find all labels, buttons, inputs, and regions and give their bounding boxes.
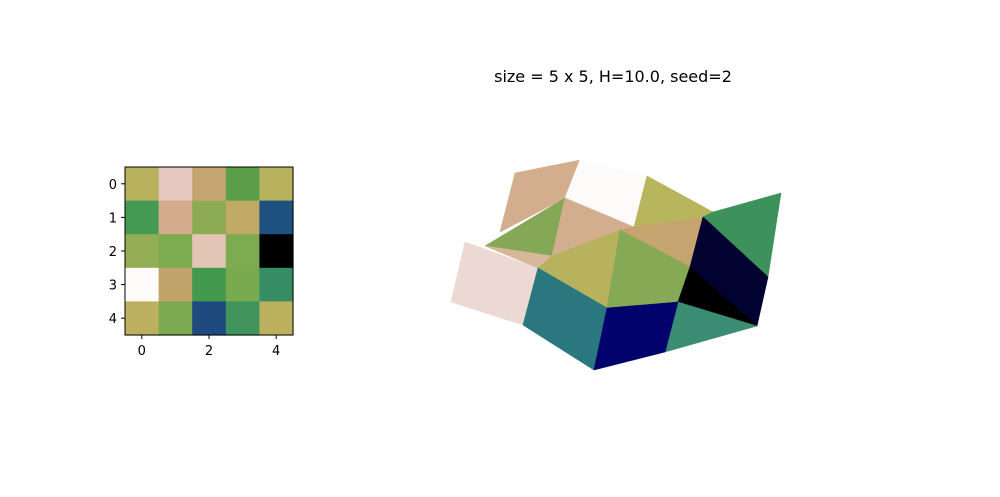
heatmap-cell <box>259 167 294 202</box>
heatmap-cell <box>158 267 193 302</box>
heatmap-cell <box>225 267 260 302</box>
y-tick-label: 2 <box>109 245 117 260</box>
heatmap-cell <box>192 167 227 202</box>
heatmap-cell <box>259 200 294 235</box>
x-tick-label: 0 <box>138 344 146 359</box>
heatmap-cell <box>125 301 160 336</box>
heatmap-cell <box>192 267 227 302</box>
heatmap-cell <box>259 267 294 302</box>
y-tick-label: 1 <box>109 211 117 226</box>
y-tick-label: 3 <box>109 279 117 294</box>
x-tick-label: 2 <box>205 344 213 359</box>
heatmap-cell <box>225 200 260 235</box>
heatmap-cell <box>125 167 160 202</box>
heatmap-cell <box>225 167 260 202</box>
heatmap-cell <box>192 234 227 269</box>
heatmap-cell <box>158 301 193 336</box>
heatmap-cell <box>158 200 193 235</box>
heatmap-cell <box>225 301 260 336</box>
heatmap-chart: 0 2 4 0 1 2 3 4 <box>109 166 294 359</box>
y-tick-label: 0 <box>109 178 117 193</box>
heatmap-cell <box>192 301 227 336</box>
heatmap-cell <box>125 267 160 302</box>
surface-face <box>593 301 679 371</box>
heatmap-cell <box>125 200 160 235</box>
heatmap-cell <box>125 234 160 269</box>
heatmap-cell <box>158 234 193 269</box>
heatmap-cell <box>259 301 294 336</box>
surface-3d-chart: size = 5 x 5, H=10.0, seed=2 <box>450 67 782 371</box>
y-tick-label: 4 <box>109 312 117 327</box>
heatmap-cell <box>192 200 227 235</box>
heatmap-cell <box>225 234 260 269</box>
heatmap-cell <box>259 234 294 269</box>
x-tick-label: 4 <box>272 344 280 359</box>
chart-title: size = 5 x 5, H=10.0, seed=2 <box>494 67 732 86</box>
heatmap-cell <box>158 167 193 202</box>
